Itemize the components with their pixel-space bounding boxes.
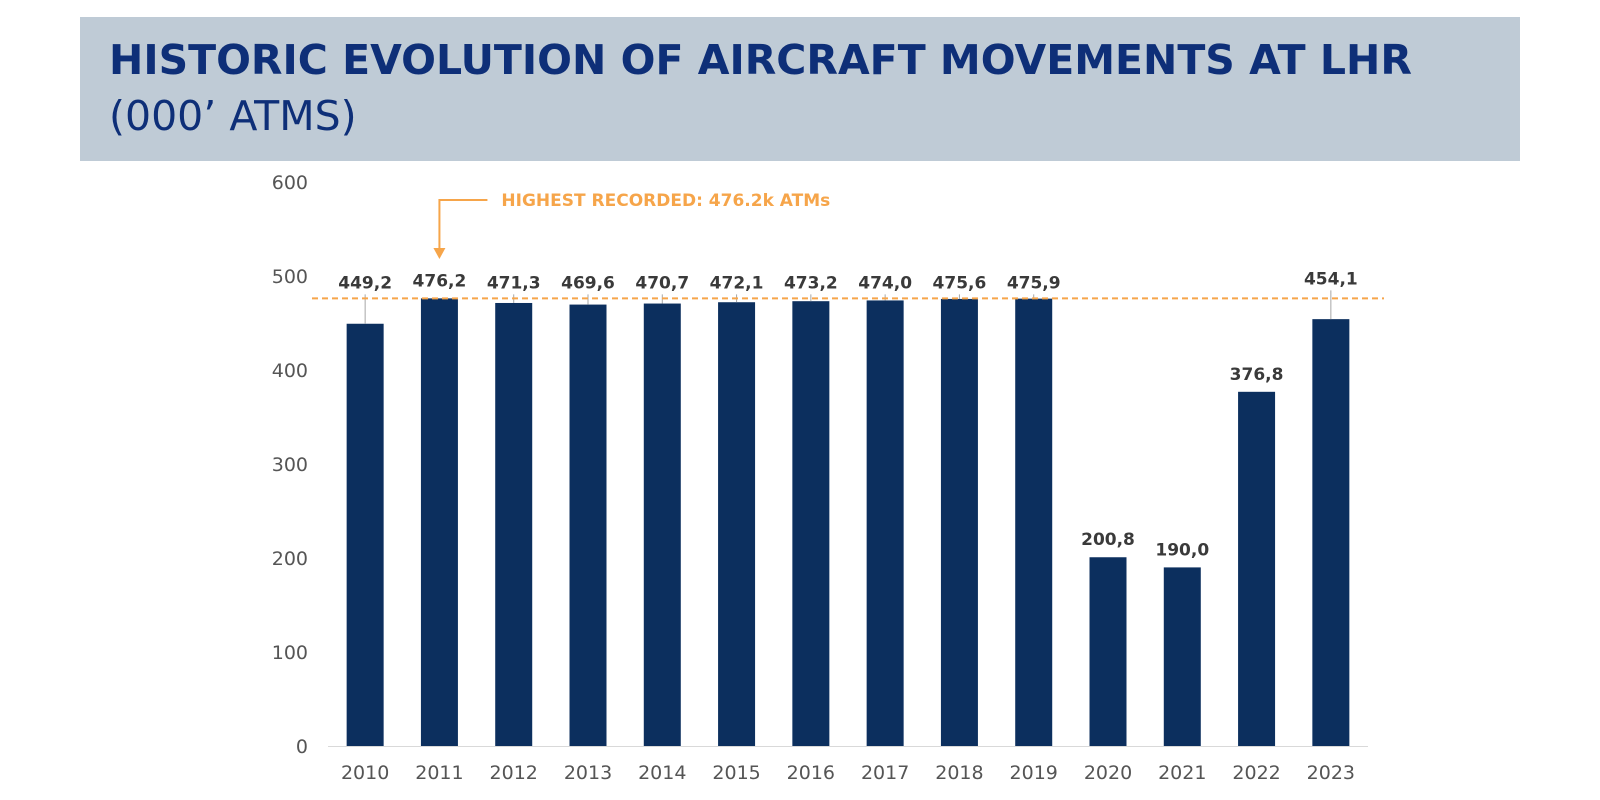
x-tick-label: 2011	[415, 762, 463, 784]
bar	[1238, 391, 1276, 746]
x-tick-label: 2022	[1232, 762, 1280, 784]
data-label: 469,6	[561, 273, 615, 293]
bar	[792, 301, 830, 746]
x-tick-label: 2019	[1010, 762, 1058, 784]
annotation-arrow-line	[438, 199, 488, 250]
x-tick-label: 2020	[1084, 762, 1132, 784]
y-tick-label: 0	[296, 736, 308, 758]
data-label: 454,1	[1304, 269, 1358, 289]
bar	[420, 298, 458, 746]
bar	[1015, 298, 1053, 746]
y-tick-label: 400	[272, 360, 308, 382]
x-tick-label: 2018	[935, 762, 983, 784]
data-label: 473,2	[784, 273, 838, 293]
record-annotation: HIGHEST RECORDED: 476.2k ATMs	[501, 191, 830, 211]
x-tick-label: 2014	[638, 762, 686, 784]
bar	[1163, 567, 1201, 746]
chart-title: HISTORIC EVOLUTION OF AIRCRAFT MOVEMENTS…	[109, 36, 1412, 84]
data-label: 190,0	[1155, 540, 1209, 560]
data-label: 200,8	[1081, 530, 1135, 550]
bar	[1089, 557, 1127, 746]
x-tick-label: 2010	[341, 762, 389, 784]
bar	[718, 302, 756, 746]
bar	[495, 302, 533, 746]
chart-subtitle: (000’ ATMS)	[109, 92, 357, 140]
data-label: 449,2	[338, 273, 392, 293]
x-tick-label: 2016	[787, 762, 835, 784]
data-label: 474,0	[858, 273, 912, 293]
title-banner: HISTORIC EVOLUTION OF AIRCRAFT MOVEMENTS…	[80, 17, 1520, 161]
data-label: 475,9	[1007, 273, 1061, 293]
x-tick-label: 2015	[712, 762, 760, 784]
data-label: 471,3	[487, 273, 541, 293]
x-tick-label: 2017	[861, 762, 909, 784]
y-tick-label: 600	[272, 172, 308, 194]
y-tick-label: 500	[272, 266, 308, 288]
bar	[346, 323, 384, 746]
data-label: 476,2	[413, 271, 467, 291]
x-tick-label: 2021	[1158, 762, 1206, 784]
x-tick-label: 2012	[490, 762, 538, 784]
data-label: 472,1	[710, 273, 764, 293]
data-label: 475,6	[933, 273, 987, 293]
data-label: 376,8	[1230, 365, 1284, 385]
annotation-arrowhead	[433, 248, 446, 259]
bar	[866, 300, 904, 746]
data-label: 470,7	[635, 273, 689, 293]
x-tick-label: 2023	[1307, 762, 1355, 784]
bar	[940, 298, 978, 746]
x-tick-label: 2013	[564, 762, 612, 784]
y-tick-label: 100	[272, 642, 308, 664]
bar	[569, 304, 607, 746]
y-tick-label: 300	[272, 454, 308, 476]
bar	[1312, 319, 1350, 746]
y-tick-label: 200	[272, 548, 308, 570]
bar	[643, 303, 681, 746]
